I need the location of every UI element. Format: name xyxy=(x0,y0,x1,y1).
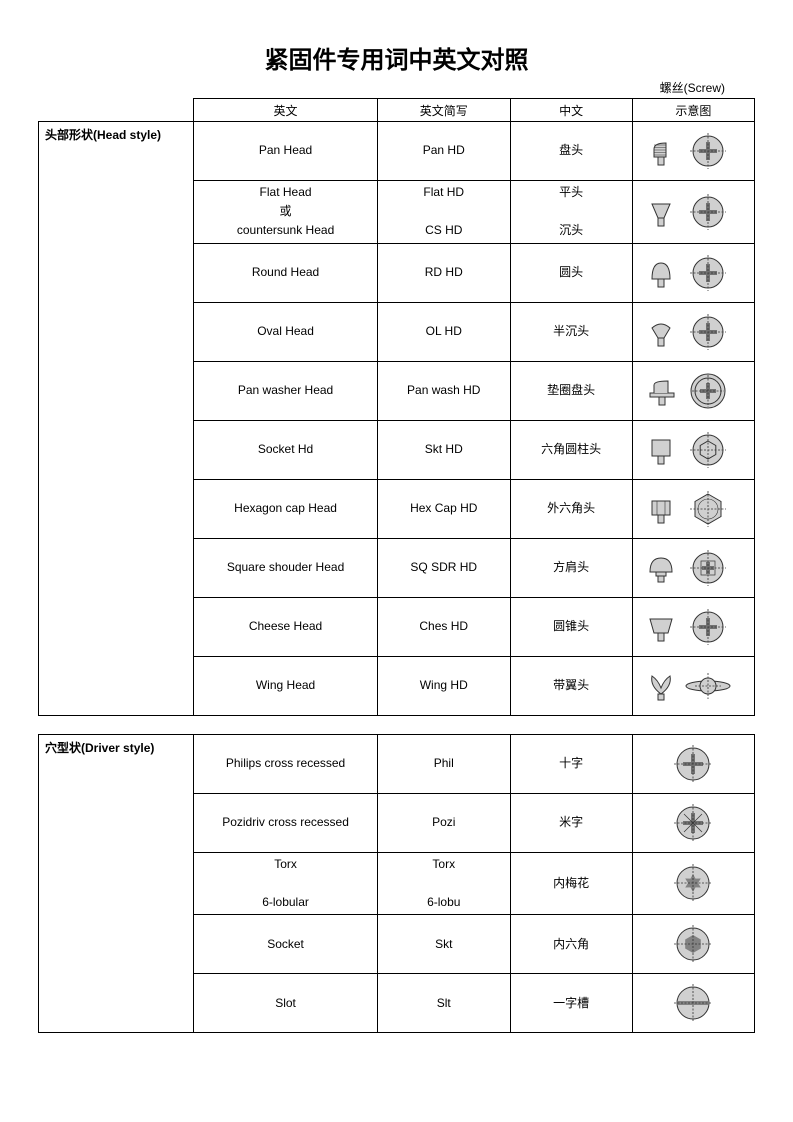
cheese-head-icon xyxy=(632,597,754,656)
philips-icon xyxy=(632,734,754,793)
english-cell: Hexagon cap Head xyxy=(194,479,378,538)
flat-head-icon xyxy=(632,181,754,244)
abbr-cell: Ches HD xyxy=(377,597,510,656)
wing-head-icon xyxy=(632,656,754,715)
pozidriv-icon xyxy=(632,793,754,852)
abbr-cell: Pozi xyxy=(377,793,510,852)
oval-head-icon xyxy=(632,302,754,361)
abbr-cell: Slt xyxy=(377,974,510,1033)
table-row: 穴型状(Driver style)Philips cross recessedP… xyxy=(39,734,755,793)
abbr-cell: Wing HD xyxy=(377,656,510,715)
category-label: 穴型状(Driver style) xyxy=(39,734,194,1033)
chinese-cell: 半沉头 xyxy=(510,302,632,361)
socket-drive-icon xyxy=(632,915,754,974)
chinese-cell: 垫圈盘头 xyxy=(510,361,632,420)
english-cell: Cheese Head xyxy=(194,597,378,656)
category-label: 头部形状(Head style) xyxy=(39,122,194,716)
chinese-cell: 圆头 xyxy=(510,243,632,302)
chinese-cell: 带翼头 xyxy=(510,656,632,715)
english-cell: Wing Head xyxy=(194,656,378,715)
pan-washer-head-icon xyxy=(632,361,754,420)
square-shoulder-head-icon xyxy=(632,538,754,597)
chinese-cell: 内六角 xyxy=(510,915,632,974)
round-head-icon xyxy=(632,243,754,302)
chinese-cell: 外六角头 xyxy=(510,479,632,538)
hex-cap-head-icon xyxy=(632,479,754,538)
tables-container: 英文 英文简写 中文 示意图 头部形状(Head style)Pan HeadP… xyxy=(38,98,755,1033)
abbr-cell: Phil xyxy=(377,734,510,793)
slot-icon xyxy=(632,974,754,1033)
abbr-cell: Hex Cap HD xyxy=(377,479,510,538)
english-cell: Square shouder Head xyxy=(194,538,378,597)
english-cell: Pan washer Head xyxy=(194,361,378,420)
chinese-cell: 一字槽 xyxy=(510,974,632,1033)
english-cell: Oval Head xyxy=(194,302,378,361)
blank-corner xyxy=(39,99,194,122)
socket-head-icon xyxy=(632,420,754,479)
abbr-cell: SQ SDR HD xyxy=(377,538,510,597)
header-abbr: 英文简写 xyxy=(377,99,510,122)
chinese-cell: 米字 xyxy=(510,793,632,852)
chinese-cell: 盘头 xyxy=(510,122,632,181)
abbr-cell: Flat HDCS HD xyxy=(377,181,510,244)
chinese-cell: 内梅花 xyxy=(510,852,632,915)
chinese-cell: 六角圆柱头 xyxy=(510,420,632,479)
corner-label: 螺丝(Screw) xyxy=(38,79,755,96)
abbr-cell: Skt xyxy=(377,915,510,974)
abbr-cell: Pan HD xyxy=(377,122,510,181)
english-cell: Slot xyxy=(194,974,378,1033)
head-style-table: 英文 英文简写 中文 示意图 头部形状(Head style)Pan HeadP… xyxy=(38,98,755,716)
pan-head-icon xyxy=(632,122,754,181)
chinese-cell: 圆锥头 xyxy=(510,597,632,656)
abbr-cell: Pan wash HD xyxy=(377,361,510,420)
chinese-cell: 方肩头 xyxy=(510,538,632,597)
english-cell: Flat Head或countersunk Head xyxy=(194,181,378,244)
english-cell: Torx6-lobular xyxy=(194,852,378,915)
header-chinese: 中文 xyxy=(510,99,632,122)
abbr-cell: OL HD xyxy=(377,302,510,361)
abbr-cell: Skt HD xyxy=(377,420,510,479)
abbr-cell: RD HD xyxy=(377,243,510,302)
english-cell: Socket xyxy=(194,915,378,974)
english-cell: Philips cross recessed xyxy=(194,734,378,793)
english-cell: Round Head xyxy=(194,243,378,302)
page-title: 紧固件专用词中英文对照 xyxy=(38,40,755,75)
english-cell: Pan Head xyxy=(194,122,378,181)
english-cell: Socket Hd xyxy=(194,420,378,479)
header-diagram: 示意图 xyxy=(632,99,754,122)
chinese-cell: 平头沉头 xyxy=(510,181,632,244)
table-row: 头部形状(Head style)Pan HeadPan HD盘头 xyxy=(39,122,755,181)
driver-style-table: 穴型状(Driver style)Philips cross recessedP… xyxy=(38,734,755,1034)
torx-icon xyxy=(632,852,754,915)
abbr-cell: Torx6-lobu xyxy=(377,852,510,915)
english-cell: Pozidriv cross recessed xyxy=(194,793,378,852)
header-english: 英文 xyxy=(194,99,378,122)
chinese-cell: 十字 xyxy=(510,734,632,793)
